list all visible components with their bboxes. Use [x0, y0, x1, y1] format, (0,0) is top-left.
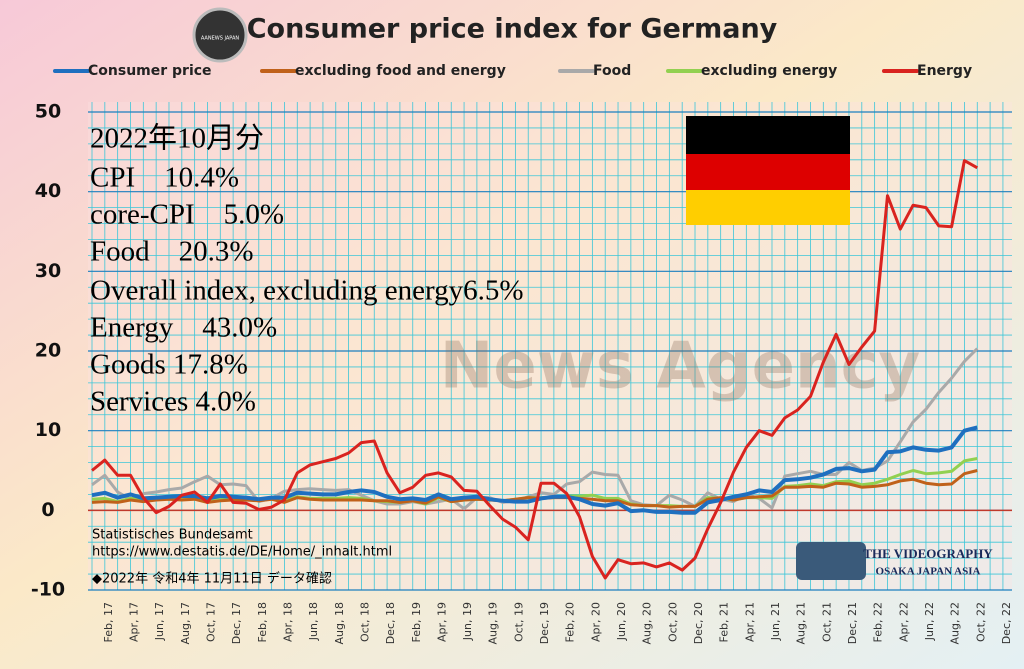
legend-label: Food	[593, 63, 631, 79]
x-tick-label: Apr, 20	[589, 602, 602, 642]
annotation: Goods 17.8%	[90, 349, 248, 381]
flag-red	[686, 154, 850, 190]
y-tick-label: 40	[35, 180, 61, 202]
annotation: 2022年10月分	[90, 122, 264, 155]
series-line	[91, 425, 978, 515]
series-line	[91, 347, 979, 511]
y-tick-label: 10	[35, 419, 61, 441]
annotation: Energy 43.0%	[90, 312, 277, 344]
legend-label: excluding food and energy	[295, 63, 506, 79]
x-tick-label: Jun, 21	[769, 602, 782, 641]
x-tick-label: Oct, 21	[820, 602, 833, 642]
y-tick-label: 0	[41, 499, 54, 521]
badge-image	[796, 542, 866, 580]
flag-gold	[686, 190, 850, 225]
legend-label: Energy	[917, 63, 972, 79]
x-tick-label: Aug, 22	[949, 602, 962, 644]
x-tick-label: Apr, 22	[897, 602, 910, 642]
annotation: Services 4.0%	[90, 386, 256, 418]
annotation: CPI 10.4%	[90, 162, 239, 194]
x-tick-label: Oct, 22	[974, 602, 987, 642]
x-tick-label: Dec, 22	[1000, 602, 1013, 644]
badge-text: OSAKA JAPAN ASIA	[876, 566, 981, 578]
watermark: News Agency	[440, 330, 920, 404]
legend-label: Consumer price	[88, 63, 212, 79]
x-tick-label: Apr, 21	[743, 602, 756, 642]
x-tick-label: Aug, 18	[333, 602, 346, 644]
x-tick-label: Feb, 21	[718, 602, 731, 642]
x-tick-label: Apr, 19	[435, 602, 448, 642]
x-tick-label: Aug, 19	[487, 602, 500, 644]
series-line	[91, 159, 979, 580]
logo-badge	[192, 7, 248, 63]
x-tick-label: Aug, 21	[795, 602, 808, 644]
x-tick-label: Oct, 17	[204, 602, 217, 642]
x-tick-label: Jun, 17	[153, 602, 166, 641]
plot-area	[88, 102, 1012, 590]
x-tick-label: Dec, 20	[692, 602, 705, 644]
source: https://www.destatis.de/DE/Home/_inhalt.…	[92, 545, 392, 560]
x-tick-label: Dec, 19	[538, 602, 551, 644]
chart-title: Consumer price index for Germany	[247, 14, 778, 45]
x-tick-label: Jun, 20	[615, 602, 628, 641]
x-tick-label: Jun, 19	[461, 602, 474, 641]
y-tick-label: -10	[31, 579, 65, 601]
x-tick-label: Dec, 21	[846, 602, 859, 644]
y-tick-label: 30	[35, 260, 61, 282]
x-tick-label: Jun, 22	[923, 602, 936, 641]
annotation: Food 20.3%	[90, 236, 254, 268]
x-tick-label: Aug, 17	[179, 602, 192, 644]
x-tick-label: Feb, 18	[256, 602, 269, 642]
badge-text: THE VIDEOGRAPHY	[863, 546, 993, 561]
source: Statistisches Bundesamt	[92, 528, 253, 543]
y-tick-label: 20	[35, 340, 61, 362]
x-tick-label: Dec, 18	[384, 602, 397, 644]
x-tick-label: Feb, 22	[872, 602, 885, 642]
x-tick-label: Oct, 18	[358, 602, 371, 642]
annotation: Overall index, excluding energy6.5%	[90, 275, 524, 307]
x-tick-label: Feb, 17	[102, 602, 115, 642]
y-tick-label: 50	[35, 101, 61, 123]
x-tick-label: Dec, 17	[230, 602, 243, 644]
flag-black	[686, 116, 850, 154]
x-tick-label: Apr, 18	[281, 602, 294, 642]
logo-text: AANEWS JAPAN	[201, 36, 240, 42]
annotation: core-CPI 5.0%	[90, 199, 284, 231]
x-tick-label: Feb, 19	[410, 602, 423, 642]
grid	[88, 102, 1012, 591]
x-tick-label: Jun, 18	[307, 602, 320, 641]
source: ◆2022年 令和4年 11月11日 データ確認	[92, 571, 332, 587]
x-tick-label: Aug, 20	[641, 602, 654, 644]
x-tick-label: Oct, 19	[512, 602, 525, 642]
x-tick-label: Feb, 20	[564, 602, 577, 642]
x-tick-label: Oct, 20	[666, 602, 679, 642]
legend-label: excluding energy	[701, 63, 837, 79]
x-tick-label: Apr, 17	[127, 602, 140, 642]
